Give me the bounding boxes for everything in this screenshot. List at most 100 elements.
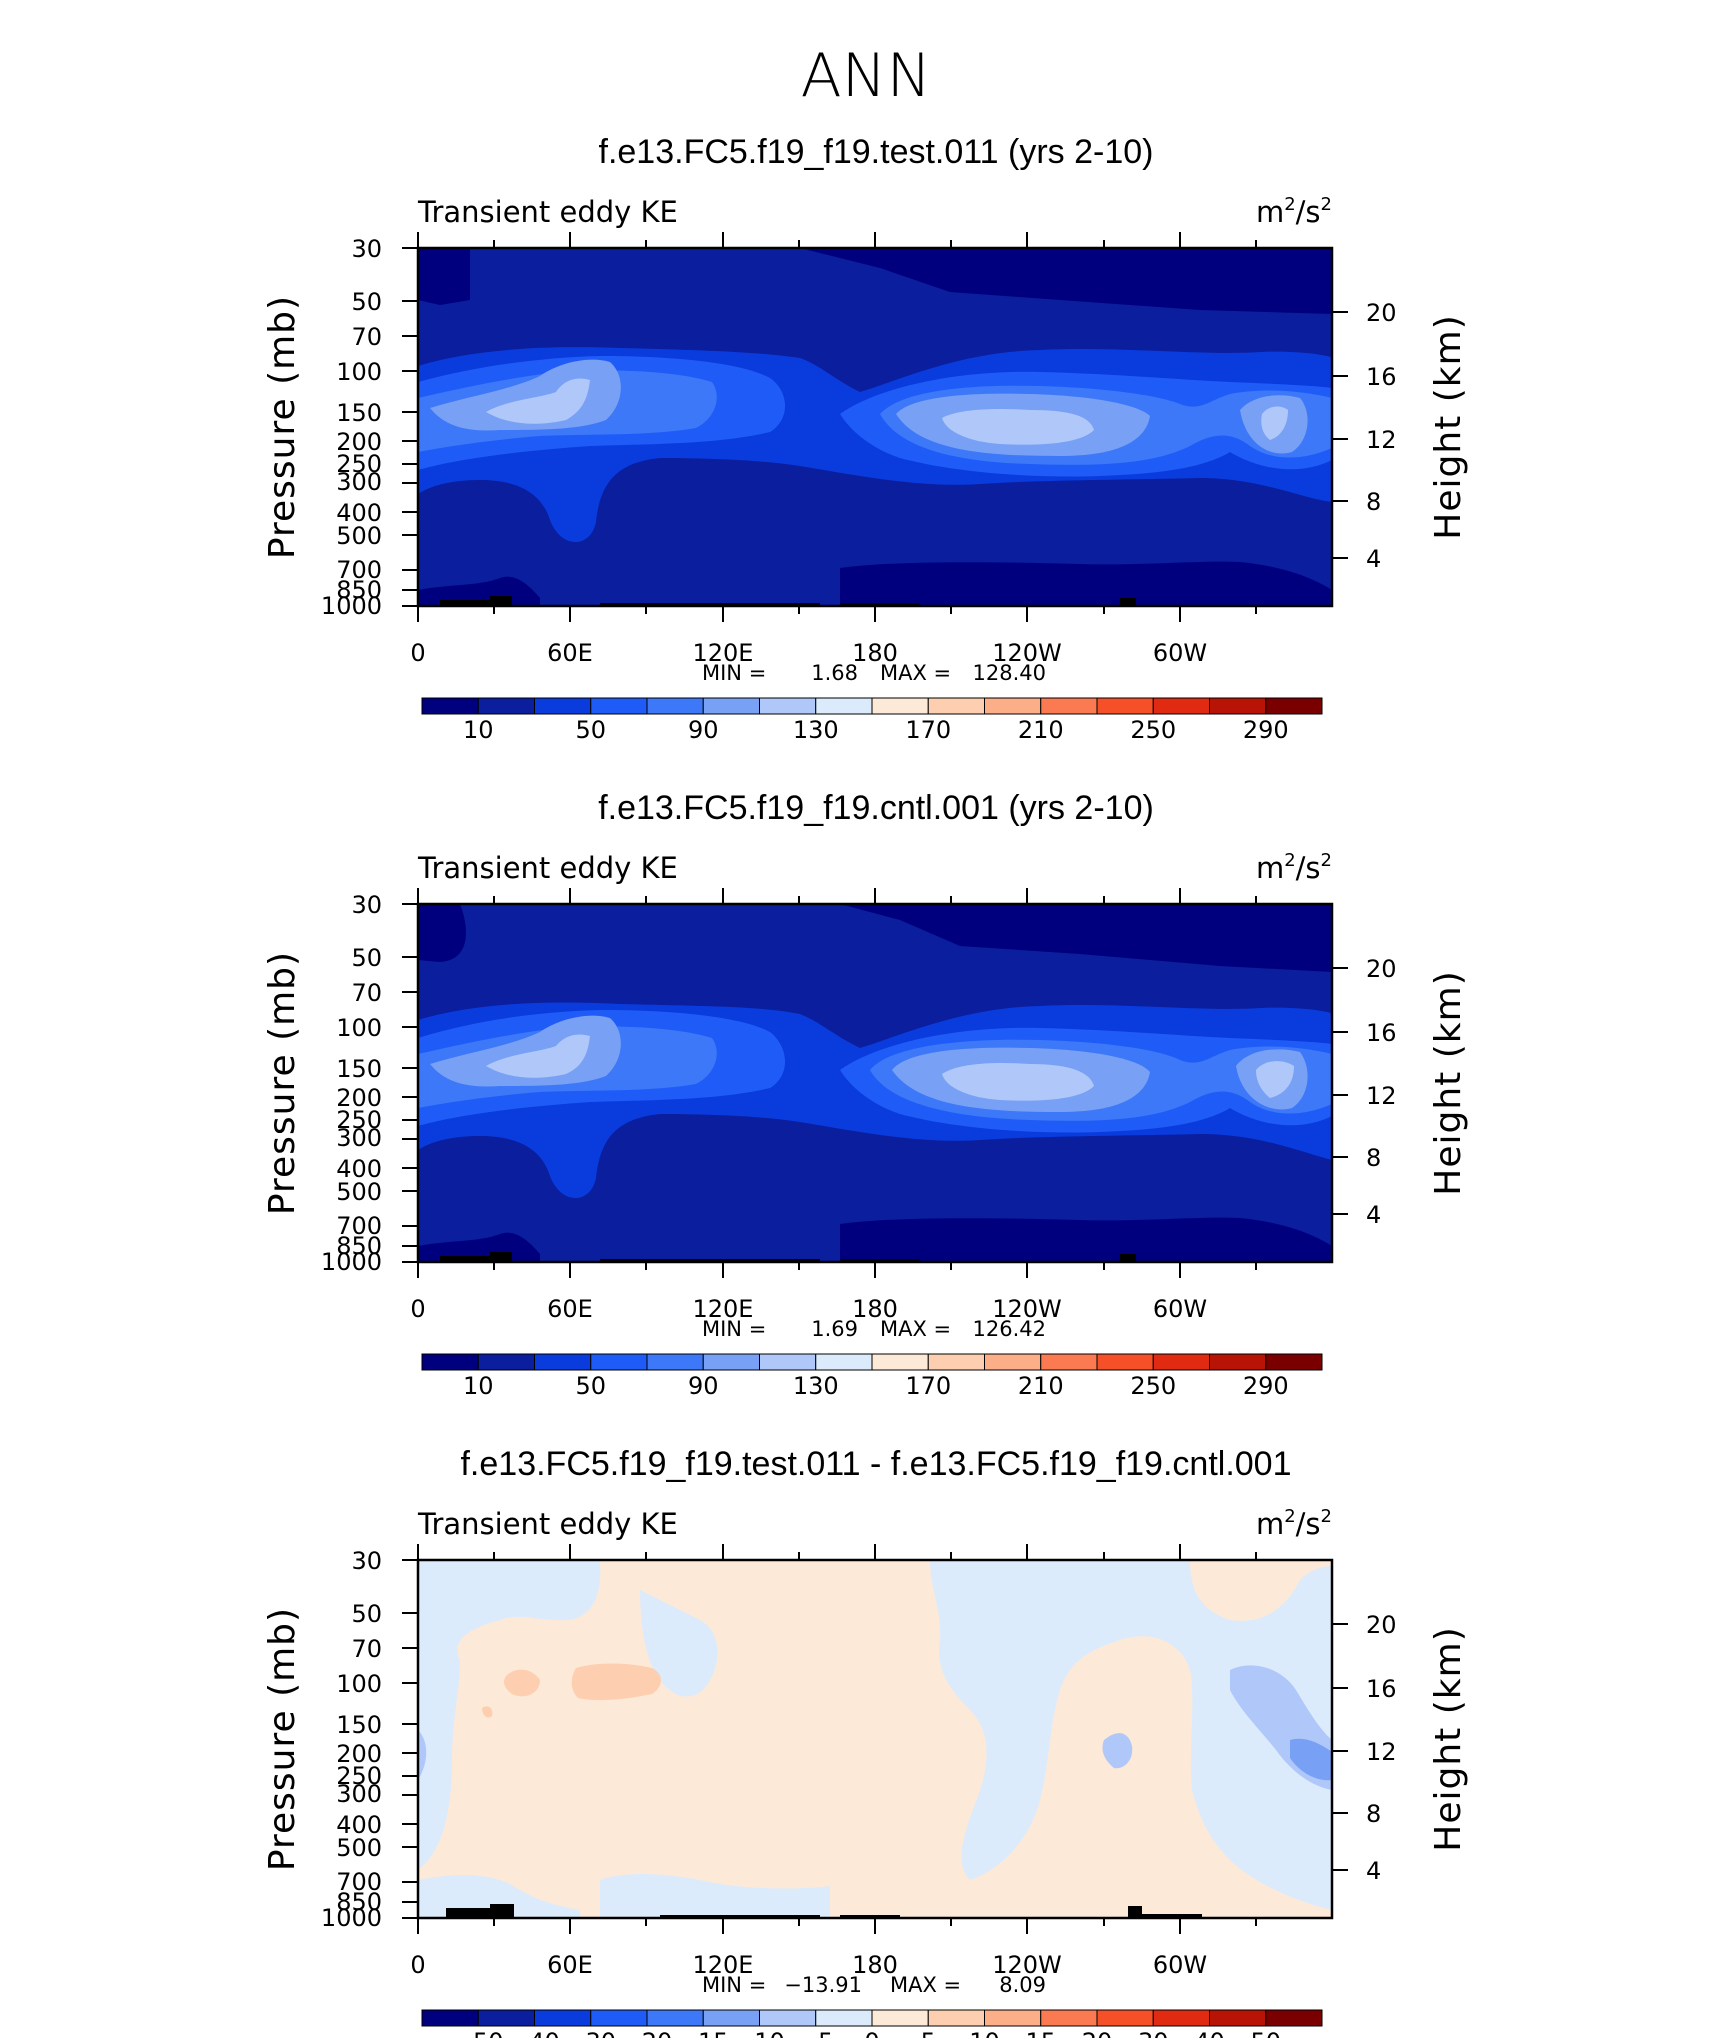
colorbar-tick-label: 40: [1194, 2028, 1225, 2038]
colorbar-tick-label: −15: [678, 2028, 729, 2038]
panel-title: f.e13.FC5.f19_f19.test.011 (yrs 2-10): [599, 133, 1154, 171]
colorbar-tick-label: 15: [1025, 2028, 1056, 2038]
y-tick-label: 400: [336, 1811, 382, 1839]
contour-field: [418, 248, 1332, 606]
y-tick-label: 250: [336, 1106, 382, 1134]
x-tick-label: 120E: [693, 1295, 754, 1323]
y-tick-label: 850: [336, 576, 382, 604]
y-tick-label: 30: [351, 235, 382, 263]
colorbar-swatch: [1265, 1353, 1323, 1371]
colorbar-tick-label: 210: [1018, 1372, 1064, 1400]
units-label: m2/s2: [1256, 194, 1332, 229]
contour-level-0-top: [418, 904, 1332, 972]
contour-level-6-far-east: [1261, 406, 1288, 440]
max-value: 126.42: [973, 1317, 1046, 1341]
x-tick-label: 0: [410, 1951, 425, 1979]
y-tick-label: 500: [336, 522, 382, 550]
x-tick-label: 60W: [1153, 639, 1207, 667]
colorbar-swatch: [984, 2009, 1042, 2027]
contour-negative-band-2: [640, 1590, 718, 1697]
colorbar-tick-label: −10: [734, 2028, 785, 2038]
contour-negative-band-3: [930, 1560, 1332, 1910]
contour-level-0-nw: [418, 248, 470, 305]
colorbar-swatch: [927, 1353, 985, 1371]
colorbar-swatch: [1209, 697, 1267, 715]
y-tick-label: 1000: [321, 592, 382, 620]
terrain-mask: [446, 1904, 1202, 1918]
variable-label: Transient eddy KE: [417, 195, 678, 229]
x-tick-label: 60W: [1153, 1951, 1207, 1979]
colorbar-swatch: [1152, 1353, 1210, 1371]
colorbar-tick-label: 210: [1018, 716, 1064, 744]
figure-suptitle: ANN: [801, 41, 932, 111]
colorbar-swatch: [534, 697, 592, 715]
colorbar-swatch: [1265, 2009, 1323, 2027]
contour-negative-level-2b: [1102, 1733, 1133, 1769]
y-tick-label: 70: [351, 979, 382, 1007]
colorbar-tick-label: 170: [905, 716, 951, 744]
y2-tick-label: 8: [1366, 1144, 1381, 1172]
y2-axis-title: Height (km): [1428, 1626, 1469, 1851]
max-label: MAX =: [880, 1317, 951, 1341]
y-tick-label: 150: [336, 1055, 382, 1083]
colorbar-swatch: [1040, 697, 1098, 715]
y-tick-label: 850: [336, 1232, 382, 1260]
colorbar-swatch: [1096, 697, 1154, 715]
colorbar: −50−40−30−20−15−10−505101520304050: [421, 2009, 1323, 2038]
y2-tick-label: 8: [1366, 1800, 1381, 1828]
y-tick-label: 50: [351, 1600, 382, 1628]
min-label: MIN =: [702, 1317, 766, 1341]
axis-ticks: [402, 1544, 1348, 1934]
x-tick-label: 180: [852, 1951, 898, 1979]
panel-title: f.e13.FC5.f19_f19.test.011 - f.e13.FC5.f…: [460, 1445, 1291, 1483]
contour-positive-level-2c: [482, 1706, 493, 1718]
y-tick-label: 250: [336, 1762, 382, 1790]
contour-level-6-east: [942, 408, 1094, 445]
colorbar-tick-label: 90: [688, 716, 719, 744]
y2-tick-label: 12: [1366, 1082, 1397, 1110]
colorbar-tick-label: 290: [1243, 1372, 1289, 1400]
x-tick-label: 180: [852, 1295, 898, 1323]
contour-positive-level-2b: [571, 1663, 661, 1701]
terrain-mask: [440, 596, 1136, 606]
colorbar: 10 50 90 130 170 210 250 290: [421, 697, 1323, 744]
colorbar-tick-label: −40: [509, 2028, 560, 2038]
y-tick-label: 300: [336, 1124, 382, 1152]
stats-line: MIN = 1.69 MAX = 126.42: [702, 1317, 1046, 1341]
y-tick-label: 400: [336, 1155, 382, 1183]
panel-2: f.e13.FC5.f19_f19.cntl.001 (yrs 2-10) Tr…: [262, 789, 1469, 1400]
contour-level-0-top: [418, 248, 1332, 314]
colorbar-tick-label: 10: [463, 1372, 494, 1400]
y-tick-labels: 30 50 70 100 150 200 250 300 400 500 700…: [321, 235, 382, 620]
colorbar-tick-label: 170: [905, 1372, 951, 1400]
variable-label: Transient eddy KE: [417, 1507, 678, 1541]
colorbar-tick-label: 50: [575, 1372, 606, 1400]
y-tick-label: 300: [336, 1780, 382, 1808]
y-tick-label: 30: [351, 1547, 382, 1575]
max-label: MAX =: [880, 661, 951, 685]
min-value: 1.68: [811, 661, 858, 685]
contour-field: [418, 904, 1332, 1262]
colorbar-tick-label: 10: [463, 716, 494, 744]
x-tick-label: 0: [410, 1295, 425, 1323]
x-tick-labels: 0 60E 120E 180 120W 60W: [410, 639, 1207, 667]
units-label: m2/s2: [1256, 850, 1332, 885]
colorbar-tick-label: 130: [793, 716, 839, 744]
variable-label: Transient eddy KE: [417, 851, 678, 885]
y2-tick-label: 12: [1366, 426, 1397, 454]
colorbar-swatch: [984, 697, 1042, 715]
y-tick-label: 50: [351, 288, 382, 316]
colorbar-swatch: [759, 697, 817, 715]
stats-line: MIN = −13.91 MAX = 8.09: [702, 1973, 1046, 1997]
colorbar-swatch: [477, 697, 535, 715]
colorbar-swatch: [421, 1353, 479, 1371]
y-tick-label: 100: [336, 358, 382, 386]
y-tick-label: 300: [336, 468, 382, 496]
units-label: m2/s2: [1256, 1506, 1332, 1541]
colorbar-swatch: [927, 697, 985, 715]
colorbar-swatch: [871, 1353, 929, 1371]
terrain-mask: [440, 1252, 1136, 1262]
x-tick-label: 60E: [547, 639, 593, 667]
colorbar-swatch: [871, 2009, 929, 2027]
colorbar-tick-label: 250: [1130, 1372, 1176, 1400]
